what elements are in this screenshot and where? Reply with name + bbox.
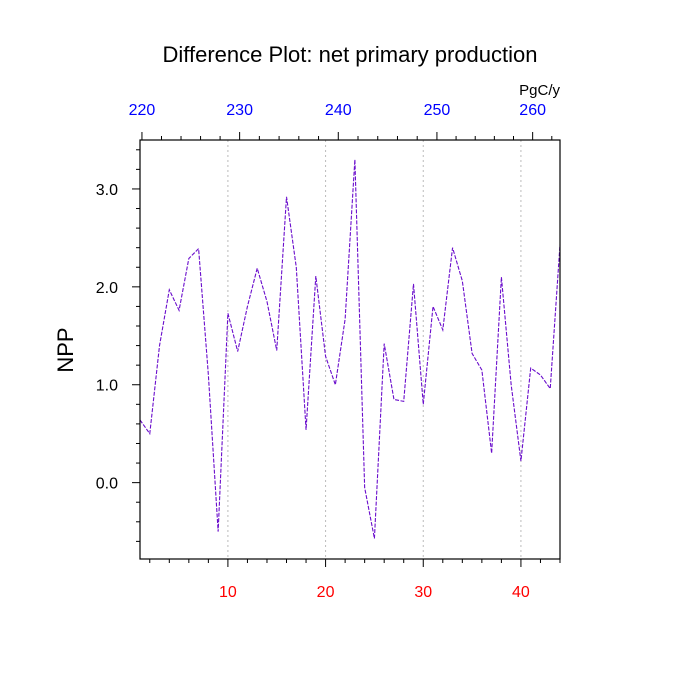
y-tick-label: 2.0 (96, 280, 118, 297)
y-tick-label: 1.0 (96, 378, 118, 395)
tick-labels: 10 20 30 40 220 230 240 250 260 0.0 1.0 2.0 3.0 (96, 102, 546, 601)
units-label: PgC/y (519, 82, 560, 99)
axis-ticks (132, 132, 561, 567)
x-tick-label: 40 (512, 584, 530, 601)
chart-title: Difference Plot: net primary production (163, 42, 538, 67)
x-tick-label: 20 (317, 584, 335, 601)
grid-lines (227, 140, 522, 559)
y-tick-label: 3.0 (96, 182, 118, 199)
top-tick-label: 240 (325, 102, 352, 119)
top-tick-label: 260 (519, 102, 546, 119)
plot-frame (139, 139, 561, 560)
top-tick-label: 250 (424, 102, 451, 119)
y-axis-label: NPP (53, 327, 78, 372)
x-tick-label: 30 (414, 584, 432, 601)
series-line-layer (139, 159, 561, 539)
top-tick-label: 220 (129, 102, 156, 119)
x-tick-label: 10 (219, 584, 237, 601)
top-tick-label: 230 (226, 102, 253, 119)
y-tick-label: 0.0 (96, 476, 118, 493)
series-line (139, 159, 561, 539)
